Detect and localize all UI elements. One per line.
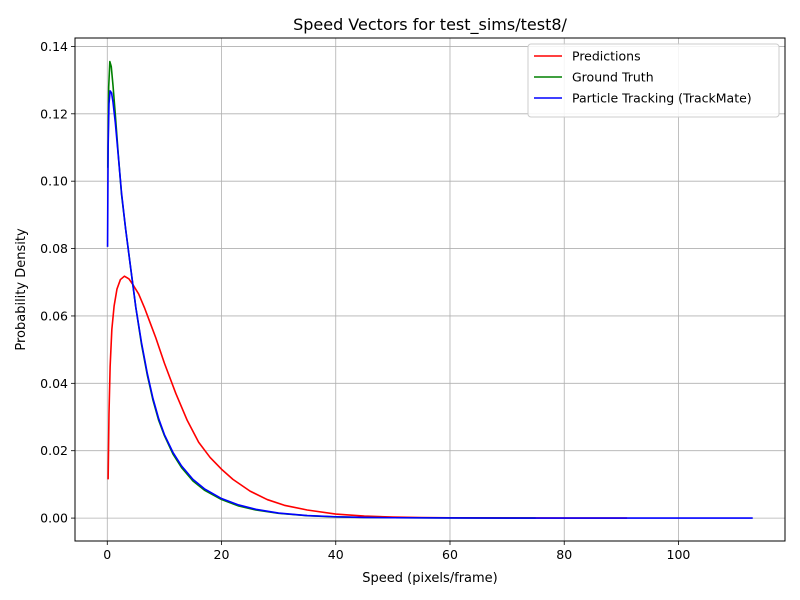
x-tick-label: 40	[328, 547, 344, 562]
y-axis-label: Probability Density	[14, 228, 29, 351]
legend-label-predictions: Predictions	[572, 49, 641, 64]
grid	[75, 38, 785, 541]
y-tick-label: 0.04	[40, 376, 68, 391]
y-tick-label: 0.12	[40, 106, 68, 121]
x-tick-label: 0	[103, 547, 111, 562]
x-axis-ticks: 0 20 40 60 80 100	[103, 541, 690, 562]
x-tick-label: 60	[442, 547, 458, 562]
y-tick-label: 0.10	[40, 174, 68, 189]
y-tick-label: 0.00	[40, 511, 68, 526]
y-tick-label: 0.08	[40, 241, 68, 256]
series-line-predictions	[107, 275, 628, 519]
y-axis-ticks: 0.00 0.02 0.04 0.06 0.08 0.10 0.12 0.14	[40, 39, 75, 526]
y-tick-label: 0.02	[40, 443, 68, 458]
x-axis-label: Speed (pixels/frame)	[362, 571, 498, 586]
x-tick-label: 20	[214, 547, 230, 562]
plot-frame	[74, 37, 786, 542]
legend-label-particle-tracking-trackmate: Particle Tracking (TrackMate)	[572, 91, 752, 106]
legend-box	[527, 43, 780, 118]
chart-title: Speed Vectors for test_sims/test8/	[293, 15, 567, 35]
y-tick-label: 0.06	[40, 308, 68, 323]
y-tick-label: 0.14	[40, 39, 68, 54]
x-tick-label: 100	[667, 547, 691, 562]
plot-lines	[106, 60, 753, 519]
series-line-particle-tracking-trackmate	[106, 90, 753, 519]
legend: Predictions Ground Truth Particle Tracking…	[527, 43, 780, 118]
legend-label-ground-truth: Ground Truth	[572, 70, 654, 85]
x-tick-label: 80	[556, 547, 572, 562]
